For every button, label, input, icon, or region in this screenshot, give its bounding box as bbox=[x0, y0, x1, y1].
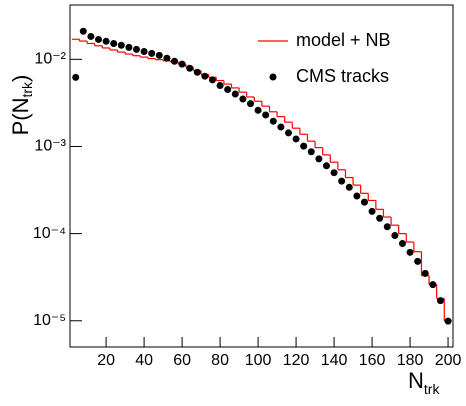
y-tick-label: 10⁻² bbox=[34, 51, 66, 68]
x-tick-label: 80 bbox=[211, 352, 229, 369]
data-point bbox=[292, 135, 300, 143]
x-tick-label: 40 bbox=[135, 352, 153, 369]
data-point bbox=[193, 68, 201, 76]
data-point bbox=[391, 232, 399, 240]
data-point bbox=[360, 198, 368, 206]
data-point bbox=[414, 257, 422, 265]
data-point bbox=[94, 35, 102, 43]
data-point bbox=[262, 111, 270, 119]
data-point bbox=[368, 207, 376, 215]
y-axis-label: P(Ntrk) bbox=[8, 75, 35, 136]
y-tick-label: 10⁻⁵ bbox=[33, 312, 66, 329]
data-point bbox=[208, 76, 216, 84]
data-point bbox=[125, 43, 133, 51]
data-point bbox=[231, 90, 239, 98]
data-point bbox=[421, 269, 429, 277]
data-point bbox=[444, 317, 452, 325]
data-point bbox=[436, 297, 444, 305]
data-point bbox=[110, 39, 118, 47]
data-point bbox=[383, 223, 391, 231]
data-point bbox=[148, 49, 156, 57]
data-point bbox=[277, 123, 285, 131]
x-tick-label: 200 bbox=[435, 352, 462, 369]
data-point bbox=[102, 37, 110, 45]
x-tick-label: 160 bbox=[359, 352, 386, 369]
data-point bbox=[239, 95, 247, 103]
data-point bbox=[87, 32, 95, 40]
x-tick-label: 120 bbox=[283, 352, 310, 369]
data-point bbox=[338, 177, 346, 185]
data-point bbox=[117, 41, 125, 49]
x-tick-label: 140 bbox=[321, 352, 348, 369]
data-point bbox=[254, 106, 262, 114]
data-point bbox=[398, 240, 406, 248]
legend-label: model + NB bbox=[296, 30, 391, 50]
x-tick-label: 20 bbox=[97, 352, 115, 369]
x-tick-label: 100 bbox=[245, 352, 272, 369]
legend-label: CMS tracks bbox=[296, 66, 389, 86]
data-point bbox=[178, 60, 186, 68]
data-point bbox=[345, 183, 353, 191]
plot-frame bbox=[69, 4, 454, 348]
data-point bbox=[72, 73, 80, 81]
data-point bbox=[216, 82, 224, 90]
data-point bbox=[201, 72, 209, 80]
x-tick-label: 60 bbox=[173, 352, 191, 369]
data-point bbox=[170, 57, 178, 65]
data-point bbox=[246, 100, 254, 108]
data-point bbox=[284, 129, 292, 137]
data-point bbox=[163, 54, 171, 62]
data-point bbox=[330, 169, 338, 177]
x-axis-label: Ntrk bbox=[408, 368, 440, 397]
data-point bbox=[140, 47, 148, 55]
data-point bbox=[376, 214, 384, 222]
data-point bbox=[429, 281, 437, 289]
data-point bbox=[406, 248, 414, 256]
data-point bbox=[224, 86, 232, 94]
data-point bbox=[322, 162, 330, 170]
data-point bbox=[186, 64, 194, 72]
data-point bbox=[307, 148, 315, 156]
x-tick-label: 180 bbox=[397, 352, 424, 369]
data-point bbox=[353, 192, 361, 200]
y-tick-label: 10⁻⁴ bbox=[33, 225, 66, 242]
data-point bbox=[269, 117, 277, 125]
y-tick-label: 10⁻³ bbox=[34, 138, 66, 155]
data-point bbox=[155, 51, 163, 59]
data-point bbox=[79, 27, 87, 35]
data-point bbox=[315, 155, 323, 163]
data-point bbox=[132, 45, 140, 53]
data-point bbox=[300, 142, 308, 150]
legend-marker bbox=[269, 73, 277, 81]
